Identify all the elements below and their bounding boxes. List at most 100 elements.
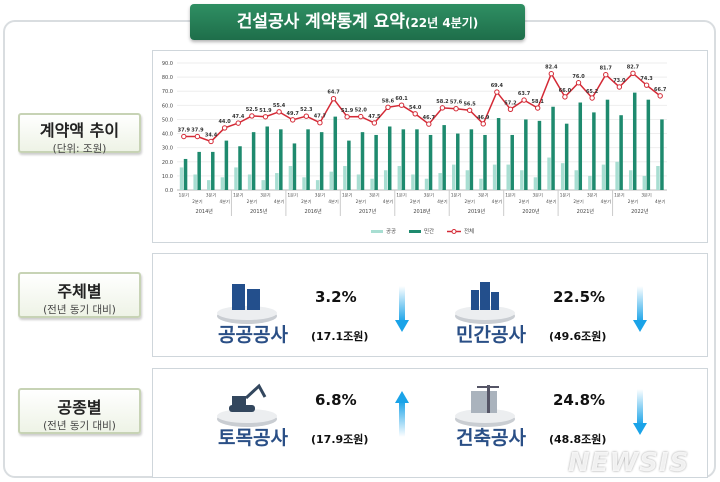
label-title: 계약액 추이 xyxy=(39,121,120,140)
year-label: 2017년 xyxy=(359,208,377,215)
data-label: 55.4 xyxy=(273,103,286,109)
x-tick-label: 3분기 xyxy=(641,192,652,199)
bar-private xyxy=(415,129,419,190)
bar-private xyxy=(605,99,610,190)
year-label: 2015년 xyxy=(250,208,268,215)
bar-private xyxy=(183,158,188,190)
point-total xyxy=(330,96,337,102)
bar-public xyxy=(628,170,633,190)
data-label: 73.0 xyxy=(613,78,626,84)
x-tick-label: 4분기 xyxy=(219,198,230,205)
bar-public xyxy=(275,173,279,190)
x-tick-label: 2분기 xyxy=(519,198,530,205)
point-total xyxy=(521,97,527,103)
x-tick-label: 1분기 xyxy=(614,192,625,199)
year-label: 2021년 xyxy=(577,208,595,215)
data-label: 76.0 xyxy=(572,74,585,80)
bar-public xyxy=(370,178,374,190)
data-label: 66.0 xyxy=(559,88,572,94)
data-label: 58.1 xyxy=(532,99,545,105)
label-title: 주체별 xyxy=(57,282,102,301)
x-tick-label: 2분기 xyxy=(628,198,639,205)
bar-private xyxy=(483,134,487,190)
contract-amount: (49.6조원) xyxy=(549,330,607,343)
point-total xyxy=(181,133,187,140)
year-label: 2020년 xyxy=(522,208,540,215)
x-tick-label: 4분기 xyxy=(492,198,503,205)
category-name: 민간공사 xyxy=(456,324,526,346)
data-label: 82.7 xyxy=(627,64,640,70)
bar-private xyxy=(632,92,637,190)
bar-private xyxy=(333,116,338,190)
x-tick-label: 4분기 xyxy=(383,198,394,205)
data-label: 52.0 xyxy=(355,108,368,114)
contract-amount: (48.8조원) xyxy=(549,433,607,446)
legend-label: 공공 xyxy=(386,228,396,235)
point-total xyxy=(643,82,650,88)
point-total xyxy=(344,114,350,120)
bar-private xyxy=(211,151,215,190)
data-label: 65.2 xyxy=(586,89,599,95)
x-tick-label: 1분기 xyxy=(233,192,244,199)
data-label: 37.9 xyxy=(178,128,191,134)
data-label: 82.4 xyxy=(545,65,558,71)
bar-public xyxy=(438,173,442,190)
bar-private xyxy=(578,102,583,190)
point-total xyxy=(453,106,459,112)
bar-public xyxy=(220,177,225,190)
point-total xyxy=(589,95,595,101)
year-label: 2016년 xyxy=(304,208,322,215)
bar-public xyxy=(533,177,538,190)
bar-public xyxy=(179,167,184,190)
y-tick-label: 60.0 xyxy=(162,103,173,109)
x-tick-label: 2분기 xyxy=(410,198,421,205)
point-total xyxy=(262,114,269,120)
year-label: 2014년 xyxy=(196,208,214,215)
category-name: 건축공사 xyxy=(456,427,526,449)
point-total xyxy=(548,71,555,77)
title-main: 건설공사 계약통계 요약 xyxy=(236,12,405,32)
bar-public xyxy=(479,178,483,190)
point-total xyxy=(303,113,310,119)
point-total xyxy=(507,106,514,112)
point-total xyxy=(289,117,296,123)
bar-public xyxy=(261,180,265,190)
x-tick-label: 4분기 xyxy=(655,198,666,205)
bar-public xyxy=(424,178,429,190)
change-percent: 22.5% xyxy=(553,288,606,306)
x-tick-label: 1분기 xyxy=(342,192,353,199)
data-label: 52.5 xyxy=(246,107,259,113)
data-label: 56.5 xyxy=(463,101,476,107)
data-label: 58.6 xyxy=(382,98,395,104)
bar-public xyxy=(315,180,320,190)
x-tick-label: 2분기 xyxy=(301,198,312,205)
bar-public xyxy=(397,166,402,190)
data-label: 47.7 xyxy=(314,114,327,120)
x-tick-label: 1분기 xyxy=(560,192,571,199)
bar-public xyxy=(383,170,388,190)
label-sub: (전년 동기 대비) xyxy=(43,304,116,316)
contract-amount: (17.1조원) xyxy=(311,330,369,343)
bar-private xyxy=(619,115,623,190)
point-total xyxy=(575,80,582,86)
bar-private xyxy=(374,134,378,190)
x-tick-label: 3분기 xyxy=(206,192,217,199)
point-total xyxy=(249,113,255,119)
bar-private xyxy=(660,119,664,190)
change-percent: 3.2% xyxy=(315,288,357,306)
data-label: 44.0 xyxy=(218,119,231,125)
bar-private xyxy=(428,134,433,190)
point-total xyxy=(194,133,201,140)
point-total xyxy=(371,120,378,126)
category-name: 공공공사 xyxy=(218,324,288,346)
point-total xyxy=(317,119,323,126)
data-label: 46.7 xyxy=(423,115,436,121)
point-total xyxy=(603,72,609,78)
point-total xyxy=(385,104,391,111)
y-tick-label: 70.0 xyxy=(162,89,173,95)
bar-private xyxy=(564,123,569,190)
point-total xyxy=(616,84,623,90)
data-label: 57.6 xyxy=(450,100,463,106)
bar-public xyxy=(465,170,470,190)
x-tick-label: 4분기 xyxy=(546,198,557,205)
